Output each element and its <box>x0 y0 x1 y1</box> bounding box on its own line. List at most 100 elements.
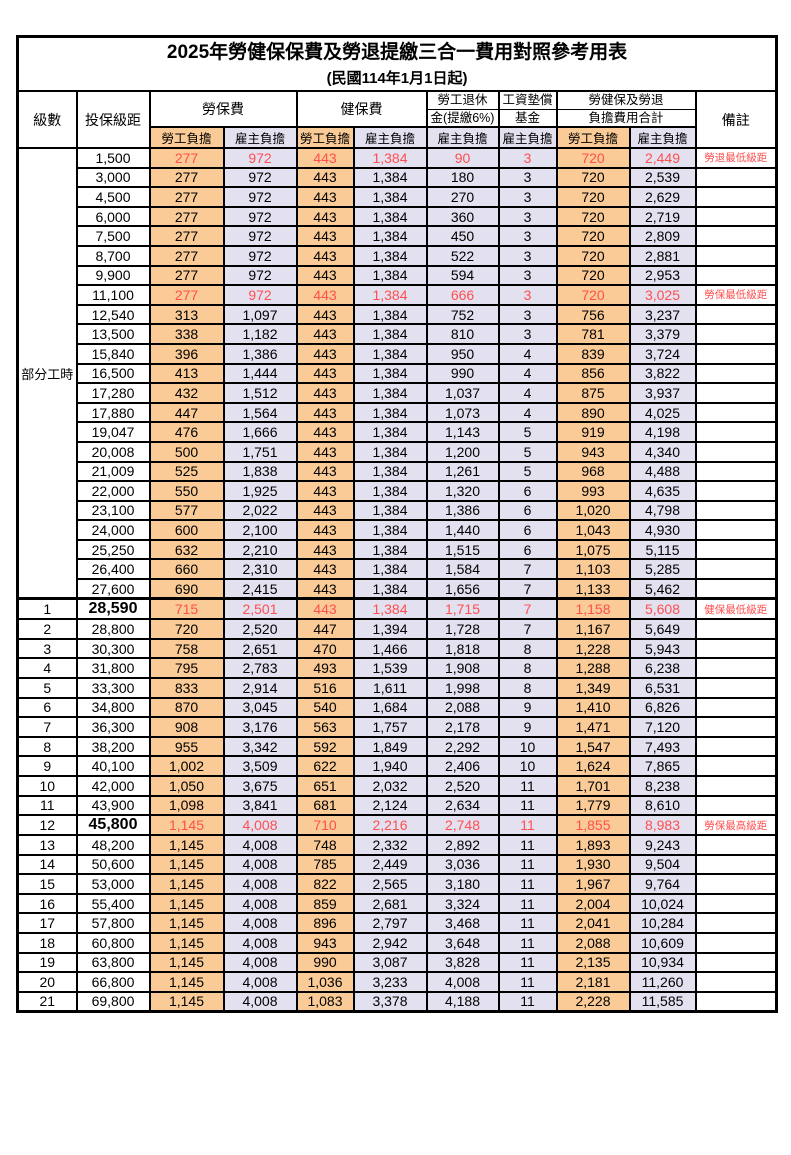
cell-pension-employer: 1,515 <box>425 538 500 561</box>
cell-total-employee: 856 <box>555 362 631 385</box>
cell-total-employer: 10,934 <box>628 951 697 974</box>
cell-health-insurance-employee: 443 <box>295 323 355 345</box>
cell-total-employer: 7,865 <box>628 755 697 777</box>
cell-total-employee: 1,547 <box>555 735 631 758</box>
header-total-employee: 勞工負擔 <box>555 126 631 149</box>
cell-total-employee: 720 <box>555 264 631 287</box>
cell-level: 5 <box>16 676 78 699</box>
cell-labor-insurance-employee: 690 <box>148 578 225 600</box>
cell-health-insurance-employer: 1,384 <box>352 480 428 502</box>
cell-pension-employer: 2,406 <box>425 755 500 777</box>
cell-level: 10 <box>16 774 78 797</box>
cell-health-insurance-employer: 1,394 <box>352 618 428 640</box>
cell-salary-bracket: 50,600 <box>75 853 151 876</box>
cell-level: 13 <box>16 834 78 856</box>
cell-labor-insurance-employee: 550 <box>148 480 225 502</box>
cell-total-employee: 720 <box>555 147 631 169</box>
cell-level: 15 <box>16 873 78 895</box>
table-row: 6 34,800 870 3,045 540 1,684 2,088 9 1,410 6,826 <box>16 696 778 719</box>
cell-total-employee: 720 <box>555 225 631 247</box>
cell-health-insurance-employee: 443 <box>295 382 355 404</box>
cell-labor-insurance-employer: 1,838 <box>222 460 298 483</box>
cell-remark <box>694 971 778 993</box>
cell-remark <box>694 932 778 954</box>
cell-salary-bracket: 8,700 <box>75 244 151 267</box>
cell-labor-insurance-employee: 660 <box>148 558 225 581</box>
cell-level: 6 <box>16 696 78 719</box>
cell-pension-employer: 1,200 <box>425 440 500 463</box>
cell-wage-fund-employer: 9 <box>497 716 558 738</box>
cell-labor-insurance-employer: 1,564 <box>222 401 298 424</box>
cell-labor-insurance-employer: 2,415 <box>222 578 298 600</box>
cell-labor-insurance-employee: 795 <box>148 657 225 679</box>
cell-wage-fund-employer: 6 <box>497 480 558 502</box>
cell-pension-employer: 752 <box>425 303 500 326</box>
cell-total-employee: 1,855 <box>555 814 631 837</box>
cell-salary-bracket: 13,500 <box>75 323 151 345</box>
cell-health-insurance-employer: 2,681 <box>352 892 428 915</box>
cell-pension-employer: 1,998 <box>425 676 500 699</box>
cell-wage-fund-employer: 8 <box>497 657 558 679</box>
cell-labor-insurance-employer: 4,008 <box>222 814 298 837</box>
cell-total-employee: 756 <box>555 303 631 326</box>
cell-salary-bracket: 15,840 <box>75 342 151 365</box>
cell-total-employer: 2,719 <box>628 205 697 228</box>
cell-health-insurance-employee: 990 <box>295 951 355 974</box>
cell-wage-fund-employer: 3 <box>497 303 558 326</box>
header-total-line1: 勞健保及勞退 <box>588 93 664 107</box>
cell-total-employee: 1,043 <box>555 519 631 541</box>
cell-labor-insurance-employer: 3,509 <box>222 755 298 777</box>
cell-total-employee: 2,135 <box>555 951 631 974</box>
cell-total-employee: 1,701 <box>555 774 631 797</box>
cell-labor-insurance-employer: 4,008 <box>222 971 298 993</box>
cell-labor-insurance-employee: 1,145 <box>148 853 225 876</box>
cell-health-insurance-employee: 470 <box>295 637 355 660</box>
cell-total-employer: 7,493 <box>628 735 697 758</box>
cell-salary-bracket: 42,000 <box>75 774 151 797</box>
cell-health-insurance-employee: 443 <box>295 519 355 541</box>
cell-total-employee: 2,228 <box>555 990 631 1013</box>
cell-labor-insurance-employer: 2,914 <box>222 676 298 699</box>
cell-pension-employer: 3,324 <box>425 892 500 915</box>
header-level: 級數 <box>16 90 78 149</box>
cell-salary-bracket: 16,500 <box>75 362 151 385</box>
cell-labor-insurance-employee: 1,145 <box>148 971 225 993</box>
cell-wage-fund-employer: 8 <box>497 676 558 699</box>
cell-labor-insurance-employer: 4,008 <box>222 873 298 895</box>
table-row: 17,880 447 1,564 443 1,384 1,073 4 890 4,025 <box>18 401 778 424</box>
cell-health-insurance-employer: 1,384 <box>352 362 428 385</box>
table-row: 8 38,200 955 3,342 592 1,849 2,292 10 1,547 7,493 <box>16 735 778 758</box>
cell-labor-insurance-employer: 3,045 <box>222 696 298 719</box>
page-title: 2025年勞健保保費及勞退提繳三合一費用對照參考用表 <box>166 42 628 63</box>
table-row: 5 33,300 833 2,914 516 1,611 1,998 8 1,349 6,531 <box>16 676 778 699</box>
cell-labor-insurance-employer: 972 <box>222 244 298 267</box>
cell-labor-insurance-employer: 2,651 <box>222 637 298 660</box>
cell-total-employer: 2,809 <box>628 225 697 247</box>
cell-total-employee: 2,181 <box>555 971 631 993</box>
cell-remark: 勞保最低級距 <box>694 284 778 306</box>
cell-salary-bracket: 23,100 <box>75 499 151 522</box>
cell-salary-bracket: 1,500 <box>75 147 151 169</box>
header-row-groups: 級數 投保級距 勞保費 健保費 勞工退休 金(提繳6%) 工資墊償 基金 勞健保… <box>16 90 778 149</box>
header-health-insurance: 健保費 <box>295 90 428 128</box>
cell-health-insurance-employer: 1,384 <box>352 440 428 463</box>
cell-wage-fund-employer: 8 <box>497 637 558 660</box>
header-wage-fund-line1: 工資墊償 <box>502 93 553 107</box>
cell-health-insurance-employer: 2,565 <box>352 873 428 895</box>
cell-labor-insurance-employer: 4,008 <box>222 853 298 876</box>
cell-labor-insurance-employer: 1,751 <box>222 440 298 463</box>
cell-labor-insurance-employer: 1,444 <box>222 362 298 385</box>
cell-health-insurance-employer: 2,332 <box>352 834 428 856</box>
cell-wage-fund-employer: 6 <box>497 519 558 541</box>
cell-labor-insurance-employer: 1,386 <box>222 342 298 365</box>
cell-total-employer: 5,115 <box>628 538 697 561</box>
cell-labor-insurance-employee: 313 <box>148 303 225 326</box>
cell-pension-employer: 950 <box>425 342 500 365</box>
cell-total-employee: 993 <box>555 480 631 502</box>
cell-labor-insurance-employee: 908 <box>148 716 225 738</box>
cell-labor-insurance-employee: 955 <box>148 735 225 758</box>
cell-pension-employer: 180 <box>425 166 500 189</box>
cell-pension-employer: 3,036 <box>425 853 500 876</box>
page-subtitle: (民國114年1月1日起) <box>326 70 468 87</box>
cell-labor-insurance-employee: 1,050 <box>148 774 225 797</box>
